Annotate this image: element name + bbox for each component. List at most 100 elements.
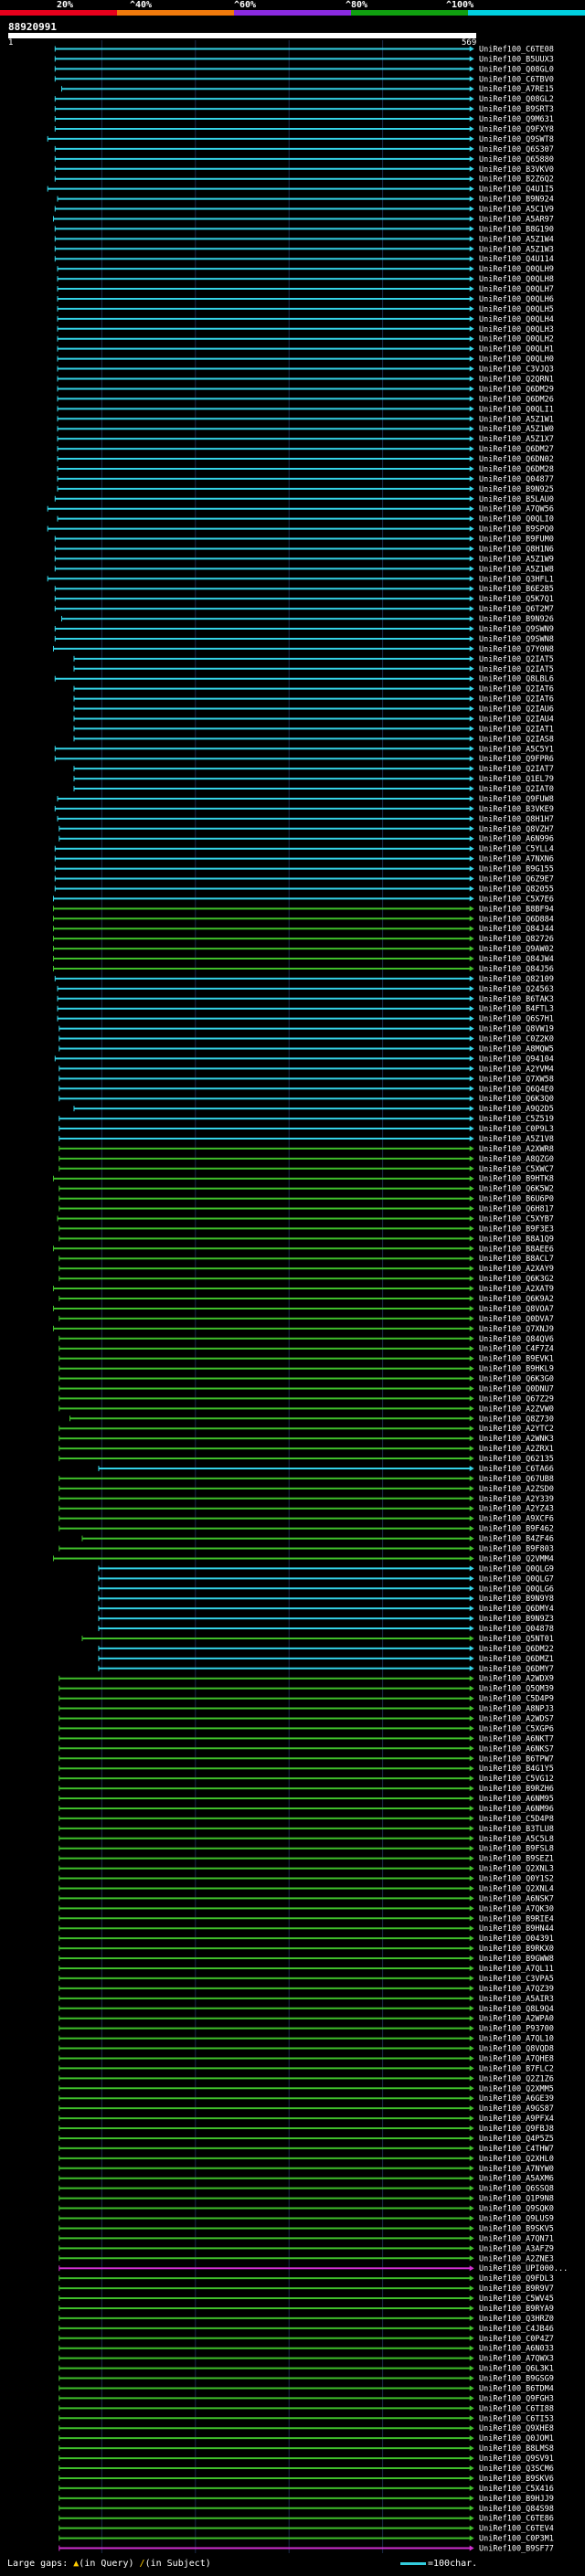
hit-row[interactable]: UniRef100_Q5NT01 <box>81 1635 554 1644</box>
hit-label[interactable]: UniRef100_A5AXM6 <box>479 2175 554 2184</box>
hit-label[interactable]: UniRef100_B8A1Q9 <box>479 1235 554 1244</box>
hit-label[interactable]: UniRef100_Q6K3G2 <box>479 1275 554 1284</box>
hit-label[interactable]: UniRef100_Q4U1I5 <box>479 186 554 195</box>
hit-label[interactable]: UniRef100_B9RIE4 <box>479 1914 554 1924</box>
hit-row[interactable]: UniRef100_Q2IAT7 <box>73 765 554 774</box>
hit-label[interactable]: UniRef100_A2WDS7 <box>479 1714 554 1723</box>
hit-row[interactable]: UniRef100_Q82109 <box>54 975 554 984</box>
hit-row[interactable]: UniRef100_B9HKL9 <box>58 1365 554 1374</box>
hit-label[interactable]: UniRef100_Q6K5W2 <box>479 1185 554 1194</box>
hit-label[interactable]: UniRef100_C0Z2K0 <box>479 1035 554 1044</box>
hit-row[interactable]: UniRef100_B4FTL3 <box>57 1005 554 1014</box>
hit-label[interactable]: UniRef100_A2YVM4 <box>479 1065 554 1074</box>
hit-row[interactable]: UniRef100_Q8H1H7 <box>57 815 554 824</box>
hit-row[interactable]: UniRef100_C3VJQ3 <box>57 366 554 375</box>
hit-label[interactable]: UniRef100_A9PFX4 <box>479 2115 554 2124</box>
hit-label[interactable]: UniRef100_Q9SWN9 <box>479 625 554 634</box>
hit-label[interactable]: UniRef100_B9F462 <box>479 1525 554 1534</box>
hit-row[interactable]: UniRef100_Q6DM28 <box>57 465 554 474</box>
hit-label[interactable]: UniRef100_B8ACL7 <box>479 1255 554 1264</box>
hit-row[interactable]: UniRef100_A2WDS7 <box>58 1714 554 1723</box>
hit-label[interactable]: UniRef100_A5AR97 <box>479 215 554 224</box>
hit-label[interactable]: UniRef100_Q6S7H1 <box>479 1015 554 1024</box>
hit-label[interactable]: UniRef100_Q65880 <box>479 155 554 164</box>
hit-row[interactable]: UniRef100_C6TI88 <box>58 2404 554 2413</box>
hit-row[interactable]: UniRef100_B9RKX0 <box>58 1945 554 1954</box>
hit-row[interactable]: UniRef100_B9GSG9 <box>58 2375 554 2384</box>
hit-label[interactable]: UniRef100_Q6K3Q0 <box>479 1095 554 1104</box>
hit-row[interactable]: UniRef100_A6N033 <box>58 2345 554 2354</box>
hit-row[interactable]: UniRef100_A5C5Y1 <box>54 745 554 754</box>
hit-row[interactable]: UniRef100_B9SF77 <box>58 2545 554 2554</box>
hit-row[interactable]: UniRef100_C0Z2K0 <box>58 1035 554 1044</box>
hit-label[interactable]: UniRef100_Q3HRZ0 <box>479 2315 554 2324</box>
hit-row[interactable]: UniRef100_Q6D884 <box>52 915 554 924</box>
hit-label[interactable]: UniRef100_Q6Q4E0 <box>479 1085 554 1094</box>
hit-row[interactable]: UniRef100_Q08GL0 <box>54 65 554 74</box>
hit-row[interactable]: UniRef100_A6NM95 <box>58 1795 554 1804</box>
hit-row[interactable]: UniRef100_B4ZF46 <box>81 1535 554 1544</box>
hit-label[interactable]: UniRef100_Q2IAT6 <box>479 685 554 694</box>
hit-label[interactable]: UniRef100_Q0DNU7 <box>479 1384 554 1394</box>
hit-row[interactable]: UniRef100_Q94104 <box>54 1055 554 1064</box>
hit-row[interactable]: UniRef100_B6TPW7 <box>58 1754 554 1764</box>
hit-label[interactable]: UniRef100_Q0QLG7 <box>479 1574 554 1584</box>
hit-label[interactable]: UniRef100_Q67Z29 <box>479 1394 554 1404</box>
hit-row[interactable]: UniRef100_Q6S7H1 <box>57 1015 554 1024</box>
hit-label[interactable]: UniRef100_Q0QLH3 <box>479 325 554 334</box>
hit-label[interactable]: UniRef100_A5C5L8 <box>479 1835 554 1844</box>
hit-row[interactable]: UniRef100_Q9M631 <box>54 115 554 124</box>
hit-row[interactable]: UniRef100_A2YTC2 <box>58 1425 554 1434</box>
hit-row[interactable]: UniRef100_B9N926 <box>60 615 554 624</box>
hit-row[interactable]: UniRef100_A5Z1W8 <box>54 565 554 574</box>
hit-row[interactable]: UniRef100_B3VKE9 <box>54 805 554 814</box>
hit-label[interactable]: UniRef100_A2YZ43 <box>479 1505 554 1514</box>
hit-label[interactable]: UniRef100_Q7XW58 <box>479 1075 554 1084</box>
hit-row[interactable]: UniRef100_Q0QLH2 <box>57 335 554 345</box>
hit-row[interactable]: UniRef100_C6TE86 <box>58 2515 554 2524</box>
hit-row[interactable]: UniRef100_C5XGP6 <box>58 1724 554 1733</box>
hit-label[interactable]: UniRef100_B9HJJ9 <box>479 2495 554 2504</box>
hit-row[interactable]: UniRef100_Q6K3G0 <box>58 1375 554 1384</box>
hit-row[interactable]: UniRef100_B9F3E3 <box>58 1224 554 1234</box>
hit-row[interactable]: UniRef100_Q2XHL0 <box>58 2155 554 2164</box>
hit-row[interactable]: UniRef100_A6N996 <box>58 835 554 844</box>
hit-label[interactable]: UniRef100_Q3HFL1 <box>479 575 554 584</box>
hit-label[interactable]: UniRef100_Q6S307 <box>479 145 554 154</box>
hit-row[interactable]: UniRef100_Q0QLG7 <box>98 1574 554 1584</box>
hit-label[interactable]: UniRef100_Q82055 <box>479 885 554 894</box>
hit-row[interactable]: UniRef100_Q84S98 <box>58 2505 554 2514</box>
hit-row[interactable]: UniRef100_B9F462 <box>58 1525 554 1534</box>
hit-label[interactable]: UniRef100_B6E2B5 <box>479 585 554 594</box>
hit-row[interactable]: UniRef100_A2XWR8 <box>58 1145 554 1154</box>
hit-row[interactable]: UniRef100_Q62135 <box>58 1455 554 1464</box>
hit-label[interactable]: UniRef100_Q9FDL3 <box>479 2274 554 2284</box>
hit-row[interactable]: UniRef100_UPI000... <box>58 2264 568 2274</box>
hit-label[interactable]: UniRef100_A3AFZ9 <box>479 2244 554 2253</box>
hit-row[interactable]: UniRef100_Q1P9N8 <box>58 2195 554 2204</box>
hit-label[interactable]: UniRef100_Q8Z730 <box>479 1415 554 1424</box>
hit-row[interactable]: UniRef100_C5X7E6 <box>52 895 554 904</box>
hit-label[interactable]: UniRef100_Q7XNJ9 <box>479 1325 554 1334</box>
hit-row[interactable]: UniRef100_Q6K9A2 <box>58 1295 554 1304</box>
hit-label[interactable]: UniRef100_Q6DM27 <box>479 445 554 454</box>
hit-row[interactable]: UniRef100_Q0QLI0 <box>57 515 554 525</box>
hit-label[interactable]: UniRef100_A2XWR8 <box>479 1145 554 1154</box>
hit-label[interactable]: UniRef100_Q0QLG6 <box>479 1585 554 1594</box>
hit-label[interactable]: UniRef100_A2Y339 <box>479 1495 554 1504</box>
hit-label[interactable]: UniRef100_Q9SV91 <box>479 2454 554 2464</box>
hit-row[interactable]: UniRef100_Q8L9Q4 <box>58 2005 554 2014</box>
hit-row[interactable]: UniRef100_Q2XNL4 <box>58 1884 554 1893</box>
hit-row[interactable]: UniRef100_A2Y339 <box>58 1495 554 1504</box>
hit-row[interactable]: UniRef100_Q6K5W2 <box>58 1185 554 1194</box>
hit-row[interactable]: UniRef100_Q9FGH3 <box>58 2394 554 2403</box>
hit-label[interactable]: UniRef100_Q6T2M7 <box>479 605 554 614</box>
hit-label[interactable]: UniRef100_Q8L9Q4 <box>479 2005 554 2014</box>
hit-label[interactable]: UniRef100_A6NM96 <box>479 1805 554 1814</box>
hit-label[interactable]: UniRef100_C6TA66 <box>479 1465 554 1474</box>
hit-row[interactable]: UniRef100_A6NSK7 <box>58 1894 554 1903</box>
hit-row[interactable]: UniRef100_Q82055 <box>54 885 554 894</box>
hit-row[interactable]: UniRef100_A7QL11 <box>58 1965 554 1974</box>
hit-row[interactable]: UniRef100_B9SRT3 <box>54 105 554 114</box>
hit-row[interactable]: UniRef100_Q08GL2 <box>54 95 554 104</box>
